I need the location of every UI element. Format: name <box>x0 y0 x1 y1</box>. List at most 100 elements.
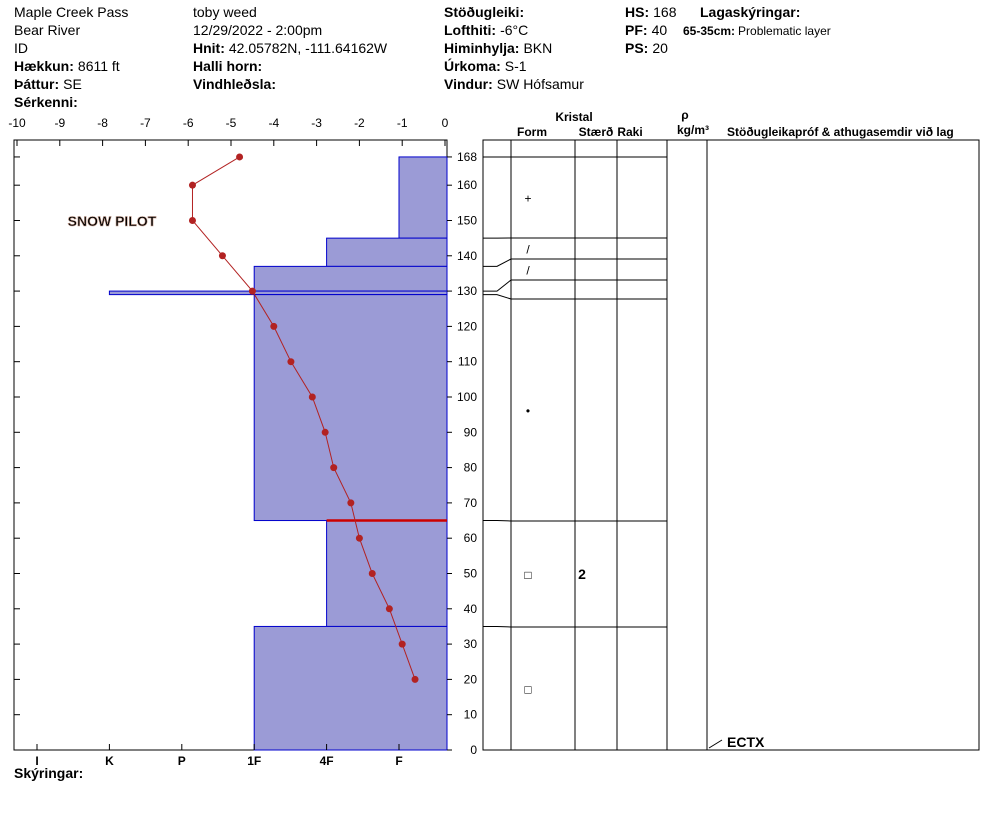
hardness-layer <box>253 265 448 292</box>
column-header: ρ <box>681 108 688 122</box>
y-tick-label: 130 <box>457 284 477 298</box>
y-tick-label: 20 <box>464 672 478 686</box>
field-label: Vindur: <box>444 76 493 92</box>
hardness-tick-label: 1F <box>247 754 261 768</box>
field-label: PS: <box>625 40 648 56</box>
field-label: Halli horn: <box>193 58 262 74</box>
temperature-point <box>248 287 256 295</box>
hardness-tick-label: 4F <box>320 754 334 768</box>
field-value: Maple Creek Pass <box>14 4 128 20</box>
grain-size: 2 <box>578 566 586 582</box>
temperature-point <box>218 252 226 260</box>
header-field: Hnit: 42.05782N, -111.64162W <box>193 40 388 56</box>
header-field: Hækkun: 8611 ft <box>14 58 120 74</box>
test-result: ECTX <box>727 734 765 750</box>
legend-title: Lagaskýringar: <box>700 4 800 20</box>
x-tick-label: 0 <box>442 116 449 130</box>
field-value: 20 <box>652 40 668 56</box>
y-tick-label: 110 <box>458 355 477 369</box>
x-tick-label: -10 <box>8 116 26 130</box>
x-tick-label: -2 <box>354 116 365 130</box>
x-tick-label: -3 <box>311 116 322 130</box>
temperature-point <box>308 393 316 401</box>
field-value: 42.05782N, -111.64162W <box>229 40 388 56</box>
x-tick-label: -1 <box>397 116 408 130</box>
header-field: Stöðugleiki: <box>444 4 524 20</box>
field-label: Vindhleðsla: <box>193 76 276 92</box>
hardness-layer <box>326 237 448 267</box>
field-value: 40 <box>652 22 668 38</box>
grain-form: / <box>526 264 530 278</box>
x-tick-label: -5 <box>226 116 237 130</box>
temperature-point <box>188 181 196 189</box>
hardness-layer <box>108 290 448 296</box>
y-tick-label: 0 <box>470 743 477 757</box>
header-field: Vindur: SW Hófsamur <box>444 76 584 92</box>
y-tick-label: 160 <box>457 178 477 192</box>
legend-label: 65-35cm: <box>683 24 735 38</box>
grain-form: □ <box>524 683 531 697</box>
hardness-layer <box>398 156 448 239</box>
field-label: Hækkun: <box>14 58 74 74</box>
field-label: Himinhylja: <box>444 40 519 56</box>
row-connector <box>483 625 512 628</box>
field-label: HS: <box>625 4 649 20</box>
temperature-line <box>191 156 416 680</box>
y-tick-label: 30 <box>464 637 478 651</box>
header-field: toby weed <box>193 4 257 20</box>
header-field: Maple Creek Pass <box>14 4 128 20</box>
temperature-point <box>236 153 244 161</box>
header-field: Bear River <box>14 22 80 38</box>
grain-form: □ <box>524 568 531 582</box>
field-label: Úrkoma: <box>444 57 501 74</box>
header-field: HS: 168 <box>625 4 677 20</box>
watermark: SNOW PILOT <box>68 213 157 229</box>
header-field: 12/29/2022 - 2:00pm <box>193 22 322 38</box>
temperature-point <box>270 322 278 330</box>
column-header: Stöðugleikapróf & athugasemdir við lag <box>727 125 954 139</box>
table-frame <box>482 139 980 751</box>
field-label: Þáttur: <box>14 76 59 92</box>
y-tick-label: 100 <box>457 390 477 404</box>
header-field: PF: 40 <box>625 22 667 38</box>
field-value: S-1 <box>505 58 527 74</box>
column-header: Form <box>517 125 547 139</box>
header-field: Himinhylja: BKN <box>444 40 552 56</box>
field-label: PF: <box>625 22 648 38</box>
y-tick-label: 60 <box>464 531 478 545</box>
header-field: Sérkenni: <box>14 94 78 110</box>
row-connector <box>483 258 512 267</box>
x-tick-label: -9 <box>54 116 65 130</box>
x-tick-label: -6 <box>183 116 194 130</box>
test-arrow <box>708 739 723 749</box>
field-value: Bear River <box>14 22 80 38</box>
temperature-point <box>355 534 363 542</box>
temperature-point <box>330 464 338 472</box>
hardness-tick-label: P <box>178 754 186 768</box>
y-tick-label: 140 <box>457 249 477 263</box>
field-value: ID <box>14 40 28 56</box>
y-tick-label: 168 <box>457 150 477 164</box>
field-label: Sérkenni: <box>14 94 78 110</box>
grain-form: + <box>524 192 531 206</box>
field-value: 168 <box>653 4 677 20</box>
temperature-point <box>411 675 419 683</box>
hardness-tick-label: I <box>35 754 38 768</box>
y-tick-label: 50 <box>464 566 478 580</box>
field-value: toby weed <box>193 4 257 20</box>
column-header: Kristal <box>555 110 592 124</box>
temperature-point <box>188 216 196 224</box>
legend-entry: 65-35cm: Problematic layer <box>683 24 831 38</box>
hardness-tick-label: F <box>395 754 402 768</box>
header-field: ID <box>14 40 28 56</box>
temperature-point <box>347 499 355 507</box>
y-tick-label: 40 <box>464 602 478 616</box>
field-label: Hnit: <box>193 40 225 56</box>
header-field: Úrkoma: S-1 <box>444 57 527 74</box>
grain-form: • <box>526 404 530 418</box>
x-tick-label: -8 <box>97 116 108 130</box>
temperature-point <box>398 640 406 648</box>
field-label: Stöðugleiki: <box>444 4 524 20</box>
row-connector <box>483 294 512 300</box>
temperature-point <box>385 605 393 613</box>
